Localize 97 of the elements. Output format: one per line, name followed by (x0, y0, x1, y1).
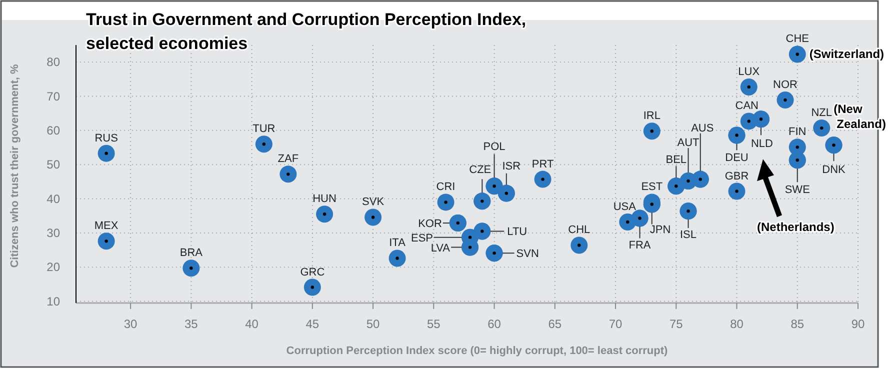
annotation: ISR (502, 160, 521, 172)
annotation: BRA (180, 247, 204, 260)
annotation: KOR (418, 218, 442, 230)
annotation: ITA (389, 237, 406, 250)
annotation: LVA (430, 242, 451, 254)
x-tick-label: 60 (488, 317, 502, 331)
x-tick-label: 40 (245, 317, 259, 331)
y-axis-title: Citizens who trust their government, % (9, 64, 21, 268)
y-tick-label: 70 (46, 89, 60, 104)
annotation: ESP (411, 232, 434, 244)
y-tick-label: 40 (46, 192, 60, 206)
annotation: AUS (691, 122, 714, 134)
annotation: GRC (300, 266, 325, 278)
annotation: ZAF (278, 153, 299, 166)
y-tick-label: 60 (46, 123, 60, 138)
point (728, 182, 746, 200)
annotation: CZE (469, 164, 492, 176)
point (182, 260, 200, 277)
x-tick-label: 85 (790, 317, 804, 331)
point (304, 278, 321, 296)
point (486, 178, 503, 195)
annotation: USA (613, 201, 637, 214)
x-axis-title: Corruption Perception Index score (0= highly corrupt, 100= least corrupt) (286, 345, 668, 357)
annotation: LUX (738, 66, 760, 78)
x-tick-label: 30 (124, 317, 138, 331)
point (255, 136, 272, 153)
x-tick-label: 75 (669, 317, 684, 331)
point (813, 120, 830, 137)
annotation: ISL (680, 229, 697, 242)
annotation: GBR (724, 170, 749, 182)
annotation: NZL (811, 107, 832, 120)
annotation: SWE (784, 184, 810, 196)
annotation: CHL (568, 224, 590, 236)
point (486, 244, 503, 262)
annotation: HUN (312, 193, 337, 206)
point (437, 194, 454, 211)
annotation: POL (483, 141, 506, 154)
point (728, 126, 746, 144)
annotation: PRT (532, 158, 554, 170)
point (462, 238, 479, 256)
x-tick-label: 90 (851, 317, 865, 331)
point (98, 232, 115, 250)
point (631, 210, 648, 227)
y-tick-label: 80 (46, 55, 60, 70)
chart-title: Trust in Government and Corruption Perception Index, selected economies (86, 10, 526, 53)
annotation: BEL (666, 154, 687, 166)
y-tick-label: 50 (46, 158, 60, 172)
annotation: CHE (786, 33, 809, 46)
y-tick-label: 30 (46, 226, 60, 240)
point (788, 46, 806, 63)
annotation: JPN (650, 224, 671, 236)
annotation: RUS (94, 132, 118, 144)
x-tick-label: 45 (306, 317, 320, 331)
y-tick-label: 10 (46, 294, 60, 308)
annotation: DNK (822, 164, 846, 176)
x-tick-label: 35 (184, 317, 198, 331)
point (752, 110, 770, 128)
point (498, 184, 515, 202)
annotation: SVN (516, 248, 539, 260)
x-tick-label: 80 (730, 317, 744, 331)
point (316, 206, 334, 223)
point (776, 92, 794, 109)
y-tick-label: 20 (46, 260, 60, 274)
annotation: NLD (751, 138, 774, 150)
annotation: MEX (94, 220, 119, 232)
annotation: FRA (628, 239, 652, 252)
x-tick-label: 65 (548, 317, 562, 331)
annotation: AUT (677, 137, 700, 150)
point (474, 192, 491, 210)
point (280, 166, 297, 183)
point (570, 236, 588, 254)
annotation: SVK (362, 196, 385, 208)
annotation: FIN (788, 126, 806, 138)
x-tick-label: 70 (608, 317, 623, 331)
annotation: EST (641, 181, 663, 194)
annotation: IRL (643, 110, 660, 122)
annotation: (Netherlands) (757, 220, 834, 234)
point (825, 136, 842, 154)
annotation: CAN (735, 100, 759, 112)
point (534, 170, 552, 188)
annotation: LTU (507, 226, 528, 238)
annotation: CRI (436, 181, 456, 194)
point (692, 170, 709, 188)
point (449, 214, 466, 232)
point (643, 122, 660, 140)
point (740, 78, 758, 96)
point (680, 202, 697, 220)
annotation: DEU (725, 152, 748, 164)
point (98, 144, 115, 162)
annotation: TUR (252, 123, 276, 136)
point (364, 208, 382, 226)
point (388, 250, 406, 267)
x-tick-label: 55 (426, 317, 441, 331)
annotation: NOR (773, 79, 798, 92)
x-tick-label: 50 (366, 317, 380, 331)
point (474, 222, 491, 240)
point (788, 152, 806, 169)
